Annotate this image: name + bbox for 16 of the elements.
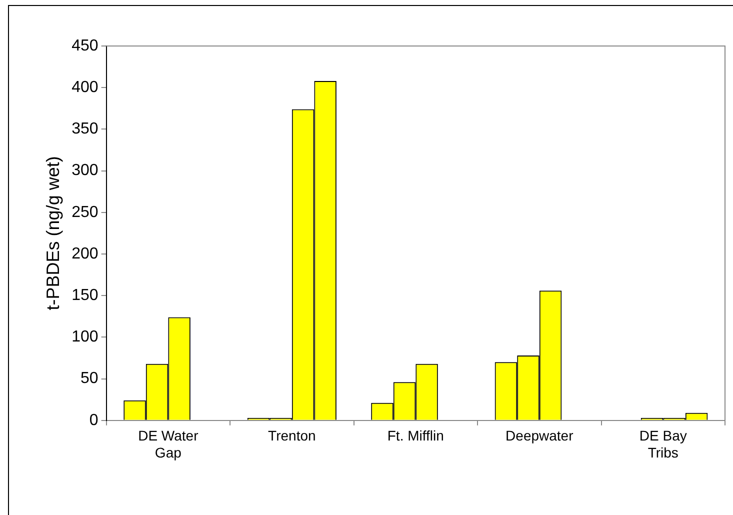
x-tick-label: Deepwater: [506, 428, 574, 444]
y-axis-title: t-PBDEs (ng/g wet): [42, 156, 63, 310]
y-tick-label: 450: [72, 37, 98, 54]
x-tick-label: Trenton: [268, 428, 316, 444]
y-tick-label: 350: [72, 120, 98, 138]
x-tick-label: DE Bay Tribs: [639, 428, 687, 460]
y-tick-label: 100: [72, 328, 98, 346]
y-tick-label: 150: [72, 287, 98, 304]
y-tick-label: 50: [80, 370, 98, 388]
x-tick-label: DE Water Gap: [138, 428, 199, 460]
x-tick-label: Ft. Mifflin: [387, 428, 444, 444]
y-tick-label: 250: [72, 204, 98, 221]
y-tick-label: 0: [89, 412, 98, 429]
y-tick-label: 200: [72, 245, 98, 262]
y-tick-label: 300: [72, 162, 98, 180]
y-tick-label: 400: [72, 79, 98, 96]
